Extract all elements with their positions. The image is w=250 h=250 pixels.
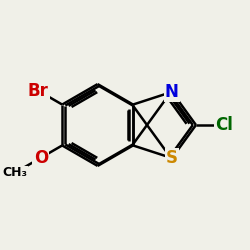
Text: O: O bbox=[34, 149, 48, 167]
Text: N: N bbox=[165, 83, 179, 101]
Text: Cl: Cl bbox=[215, 116, 233, 134]
Text: S: S bbox=[166, 149, 178, 167]
Text: CH₃: CH₃ bbox=[2, 166, 28, 179]
Text: Br: Br bbox=[28, 82, 48, 100]
